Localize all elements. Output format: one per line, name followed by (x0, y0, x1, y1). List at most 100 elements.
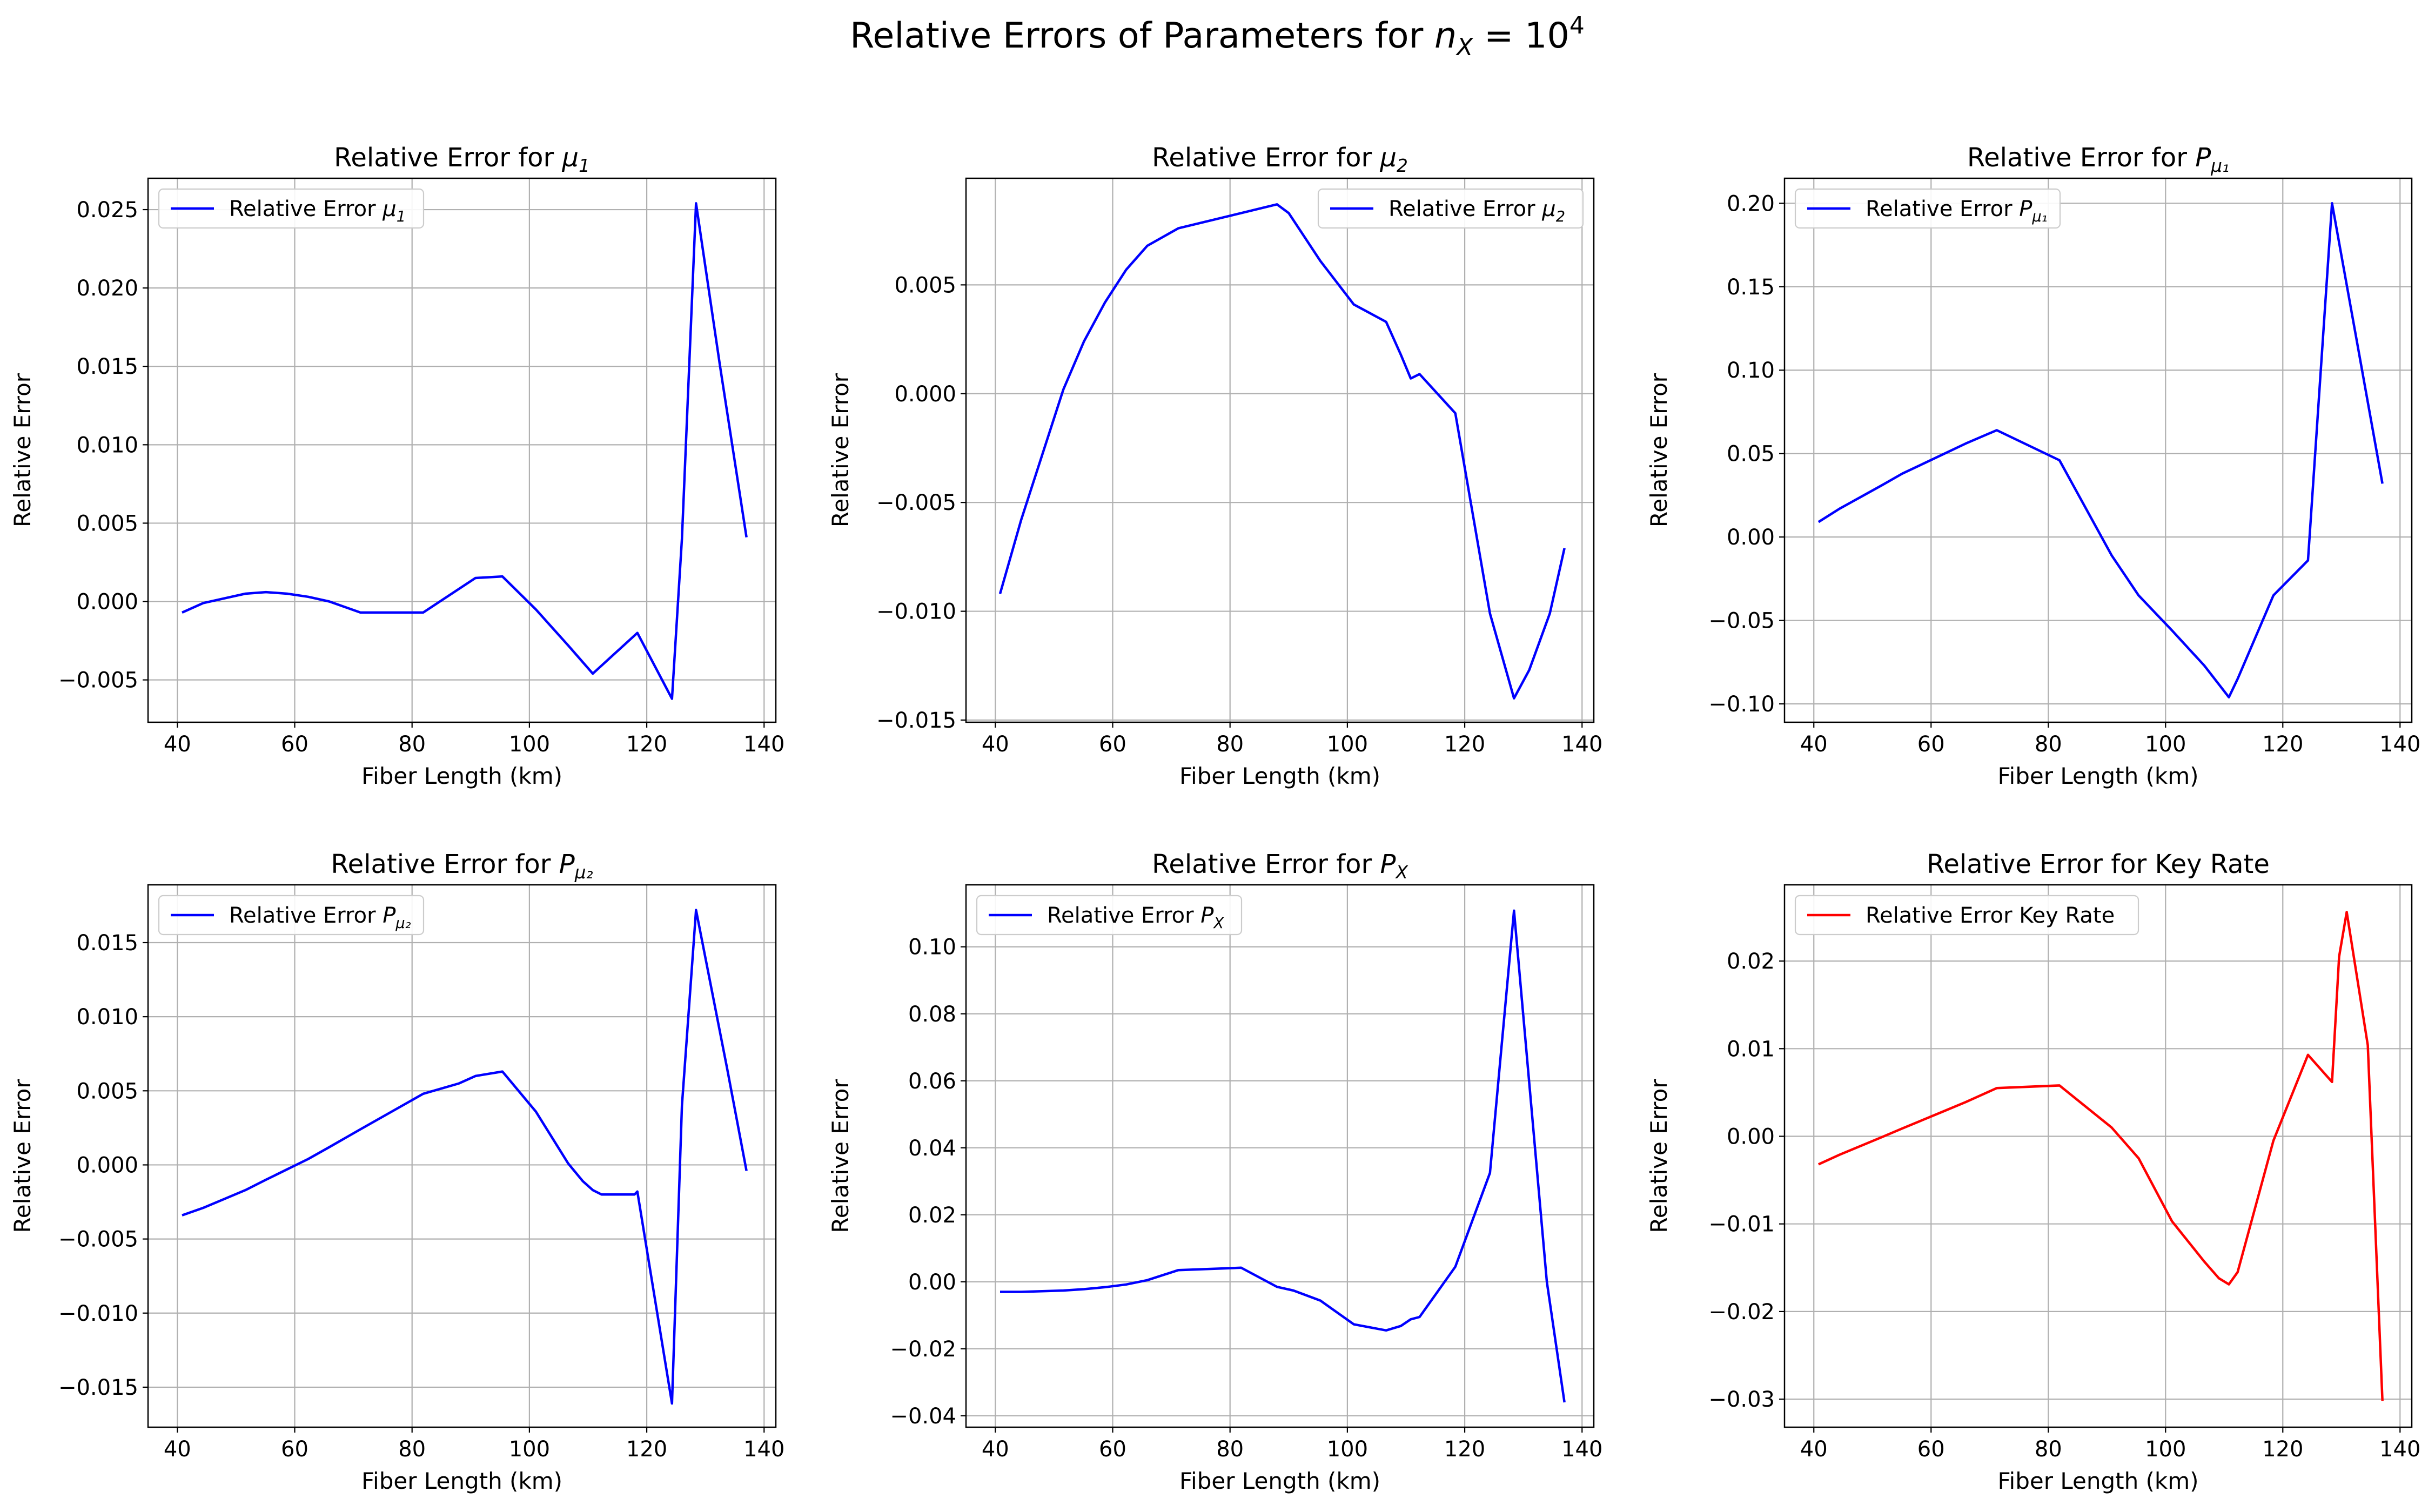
legend: Relative Error μ1 (158, 188, 425, 229)
x-axis-label: Fiber Length (km) (1179, 1468, 1380, 1494)
x-axis-label: Fiber Length (km) (1179, 763, 1380, 789)
y-tick-label: 0.00 (1727, 525, 1775, 550)
y-tick-label: 0.000 (76, 1153, 138, 1178)
y-tick-label: 0.05 (1727, 442, 1775, 467)
y-tick-label: 0.010 (76, 433, 138, 458)
subplot-2: 40 60 80 100 120 140 −0.015 −0.010 −0.005 0.000 0.… (827, 143, 1602, 789)
subplot-title: Relative Error for PX (1152, 849, 1408, 883)
x-axis-label: Fiber Length (km) (1997, 1468, 2198, 1494)
x-tick-label: 40 (982, 732, 1009, 757)
x-tick-label: 40 (982, 1437, 1009, 1462)
y-tick-label: 0.15 (1727, 275, 1775, 300)
y-axis-label: Relative Error (1646, 1079, 1672, 1233)
x-tick-label: 120 (626, 732, 667, 757)
axes-frame (965, 177, 1595, 723)
axes-frame (147, 177, 777, 723)
subplot-title: Relative Error for μ1 (334, 143, 590, 176)
y-tick-label: 0.015 (76, 931, 138, 956)
y-tick-label: 0.10 (1727, 358, 1775, 383)
y-tick-label: 0.08 (908, 1002, 956, 1027)
x-tick-label: 120 (2262, 732, 2303, 757)
y-tick-label: 0.015 (76, 354, 138, 379)
y-axis-label: Relative Error (1646, 373, 1672, 527)
x-tick-label: 140 (743, 732, 784, 757)
y-tick-label: −0.005 (58, 668, 138, 693)
legend: Relative Error PX (976, 895, 1243, 936)
x-tick-label: 100 (509, 732, 550, 757)
x-tick-label: 60 (1099, 732, 1126, 757)
x-tick-label: 40 (164, 1437, 191, 1462)
y-tick-label: −0.005 (876, 490, 956, 515)
y-tick-label: 0.06 (908, 1069, 956, 1094)
legend-label: Relative Error Pμ₁ (1866, 197, 2048, 225)
y-tick-label: −0.10 (1708, 692, 1775, 717)
x-tick-label: 80 (1216, 732, 1244, 757)
legend-label: Relative Error μ1 (229, 197, 406, 225)
x-tick-label: 140 (2379, 732, 2420, 757)
x-tick-label: 120 (626, 1437, 667, 1462)
y-tick-label: 0.00 (908, 1270, 956, 1295)
x-tick-label: 40 (1800, 1437, 1828, 1462)
legend-label: Relative Error Pμ₂ (229, 903, 411, 932)
legend: Relative Error Key Rate (1794, 895, 2139, 936)
y-tick-label: 0.005 (76, 1079, 138, 1104)
series-line (1000, 909, 1566, 1403)
subplot-5: 40 60 80 100 120 140 −0.04 −0.02 0.00 0.02 0.04 0.0… (827, 849, 1602, 1494)
y-axis-label: Relative Error (9, 373, 36, 527)
series-line (182, 202, 748, 700)
legend-box (158, 895, 425, 936)
legend-box (158, 188, 425, 229)
y-axis-label: Relative Error (827, 373, 854, 527)
y-tick-label: 0.010 (76, 1005, 138, 1030)
x-tick-label: 100 (2145, 1437, 2186, 1462)
y-tick-label: −0.015 (876, 708, 956, 733)
x-tick-label: 80 (398, 732, 426, 757)
x-tick-label: 140 (2379, 1437, 2420, 1462)
series-line (1817, 911, 2384, 1401)
y-tick-label: −0.02 (1708, 1300, 1775, 1325)
legend-label: Relative Error PX (1047, 903, 1224, 932)
y-tick-label: −0.03 (1708, 1387, 1775, 1412)
x-tick-label: 140 (1561, 732, 1602, 757)
y-tick-label: 0.005 (76, 511, 138, 536)
y-tick-label: −0.02 (890, 1337, 956, 1362)
axes-frame (1783, 884, 2413, 1428)
x-tick-label: 80 (398, 1437, 426, 1462)
x-tick-label: 100 (509, 1437, 550, 1462)
x-tick-label: 140 (743, 1437, 784, 1462)
legend-box (1794, 188, 2061, 229)
y-tick-label: −0.005 (58, 1227, 138, 1252)
y-tick-label: −0.010 (876, 600, 956, 624)
y-tick-label: 0.10 (908, 935, 956, 960)
axes-frame (147, 884, 777, 1428)
y-tick-label: −0.04 (890, 1404, 956, 1429)
series-line (182, 909, 748, 1405)
subplot-1: 40 60 80 100 120 140 −0.005 0.000 0.005 0.010 0.01… (9, 143, 784, 789)
x-tick-label: 60 (1917, 732, 1945, 757)
x-tick-label: 60 (1917, 1437, 1945, 1462)
legend: Relative Error Pμ₂ (158, 895, 425, 936)
x-tick-label: 60 (1099, 1437, 1126, 1462)
y-tick-label: 0.005 (894, 273, 956, 298)
subplot-title: Relative Error for Key Rate (1927, 849, 2270, 879)
y-tick-label: −0.015 (58, 1375, 138, 1400)
y-tick-label: 0.000 (76, 590, 138, 615)
x-tick-label: 120 (1444, 732, 1485, 757)
y-axis-label: Relative Error (9, 1079, 36, 1233)
y-tick-label: 0.00 (1727, 1125, 1775, 1150)
legend-box (1794, 895, 2139, 936)
y-tick-label: 0.020 (76, 276, 138, 301)
subplot-title: Relative Error for Pμ₁ (1967, 143, 2229, 176)
legend: Relative Error Pμ₁ (1794, 188, 2061, 229)
x-tick-label: 120 (2262, 1437, 2303, 1462)
x-tick-label: 80 (2035, 1437, 2062, 1462)
x-axis-label: Fiber Length (km) (361, 1468, 562, 1494)
series-line (1817, 202, 2384, 698)
x-tick-label: 40 (1800, 732, 1828, 757)
subplot-4: 40 60 80 100 120 140 −0.015 −0.010 −0.005 0.000 0.… (9, 849, 784, 1494)
figure-title: Relative Errors of Parameters for nX = 1… (850, 12, 1585, 61)
x-axis-label: Fiber Length (km) (361, 763, 562, 789)
y-tick-label: 0.04 (908, 1136, 956, 1161)
x-tick-label: 140 (1561, 1437, 1602, 1462)
